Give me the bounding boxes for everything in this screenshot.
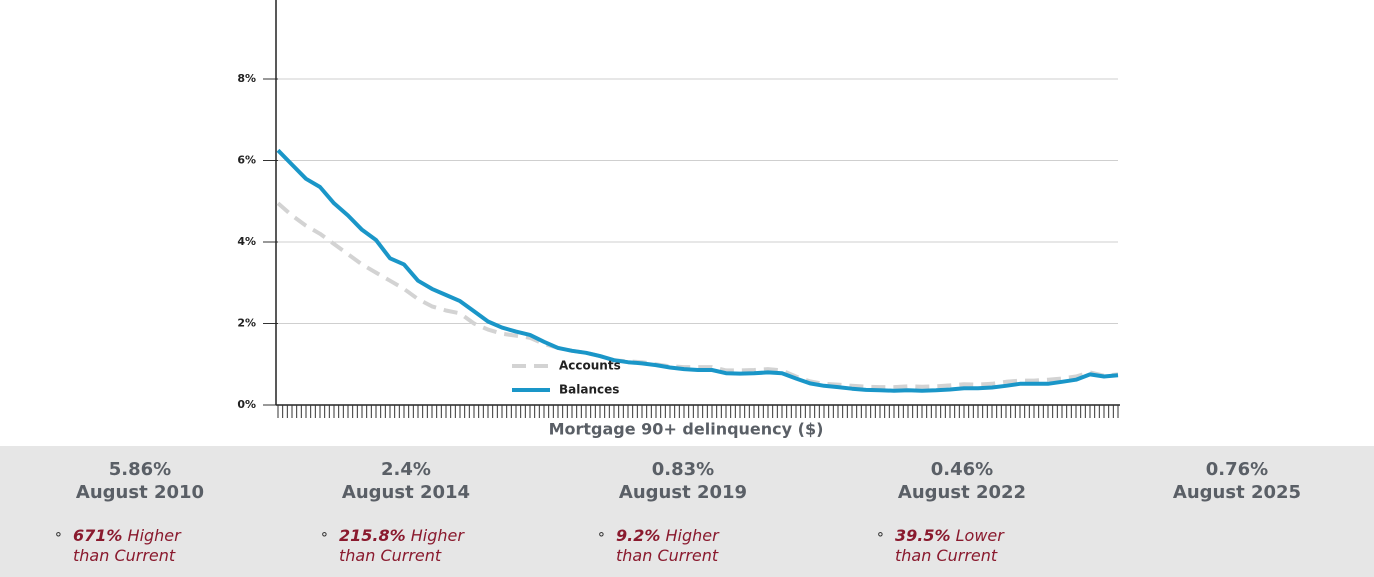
legend-label: Accounts (559, 359, 621, 373)
stat-note: ⚬ 671% Higher than Current (53, 526, 215, 566)
note-figure: 671% (73, 526, 123, 545)
bullet: ⚬ (875, 528, 886, 543)
y-tick-label: 2% (237, 317, 256, 330)
stat-date: August 2019 (618, 482, 748, 503)
stat-note: ⚬ 215.8% Higher than Current (319, 526, 481, 566)
stat-column: 0.76% August 2025 (1117, 458, 1357, 504)
series-line (276, 201, 1119, 390)
stat-date: August 2014 (341, 482, 471, 503)
stat-column: 2.4% August 2014 (286, 458, 526, 504)
note-figure: 39.5% (895, 526, 951, 545)
stat-value: 0.76% (1205, 459, 1269, 480)
note-text: Lower than Current (895, 526, 1004, 565)
note-text: Higher than Current (616, 526, 719, 565)
stat-value: 5.86% (108, 459, 172, 480)
note-text: Higher than Current (73, 526, 181, 565)
stat-column: 0.83% August 2019 (563, 458, 803, 504)
bullet: ⚬ (53, 528, 64, 543)
bullet: ⚬ (596, 528, 607, 543)
stat-date: August 2022 (897, 482, 1027, 503)
stat-note: ⚬ 9.2% Higher than Current (596, 526, 758, 566)
y-tick-label: 8% (237, 72, 256, 85)
y-tick-label: 0% (237, 398, 256, 411)
bullet: ⚬ (319, 528, 330, 543)
chart: Mortgage 90+ delinquency ($) 0% 2% 4% 6% 8% A… (237, 0, 1120, 439)
stat-date: August 2010 (75, 482, 205, 503)
stat-value: 2.4% (381, 459, 431, 480)
stat-column: 5.86% August 2010 (20, 458, 260, 504)
stat-value: 0.46% (930, 459, 994, 480)
series-line (276, 148, 1119, 393)
stats-panel: 5.86% August 2010 ⚬ 671% Higher than Curren… (0, 446, 1374, 577)
stat-column: 0.46% August 2022 (842, 458, 1082, 504)
legend-label: Balances (559, 383, 619, 397)
y-tick-label: 4% (237, 235, 256, 248)
stat-value: 0.83% (651, 459, 715, 480)
note-figure: 9.2% (616, 526, 661, 545)
stat-note: ⚬ 39.5% Lower than Current (875, 526, 1037, 566)
y-tick-label: 6% (237, 154, 256, 167)
x-axis-title: Mortgage 90+ delinquency ($) (549, 420, 824, 439)
stat-date: August 2025 (1172, 482, 1302, 503)
note-text: Higher than Current (339, 526, 464, 565)
note-figure: 215.8% (339, 526, 406, 545)
